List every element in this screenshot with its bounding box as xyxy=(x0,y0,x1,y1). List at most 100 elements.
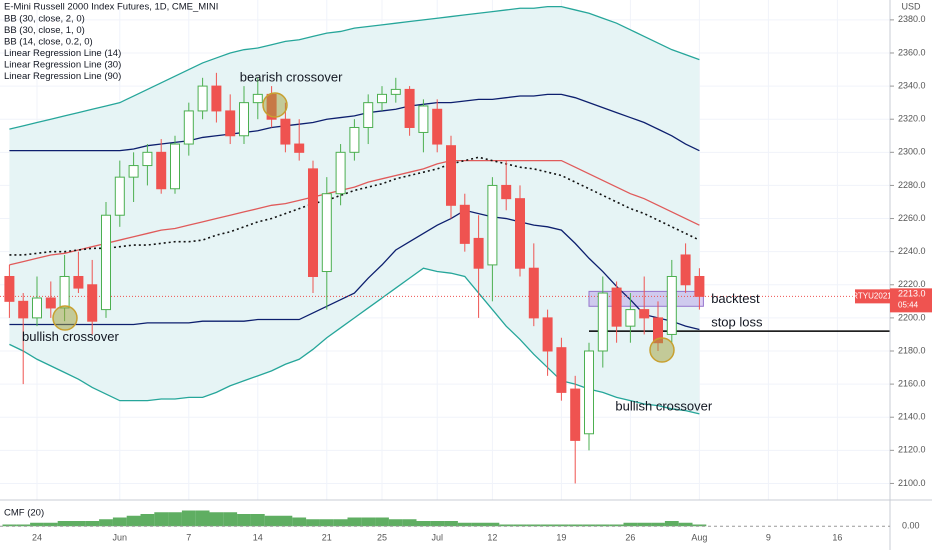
indicator-bar xyxy=(678,522,693,527)
indicator-bar xyxy=(375,517,389,527)
price-badge xyxy=(890,288,932,313)
currency: USD xyxy=(901,1,921,11)
legend-entry: BB (30, close, 1, 0) xyxy=(4,25,85,36)
indicator-bar xyxy=(444,521,458,527)
candle-body xyxy=(570,388,581,441)
candle-body xyxy=(349,126,360,153)
candle-body xyxy=(18,300,29,319)
x-tick-label: 25 xyxy=(377,532,387,542)
indicator-line xyxy=(9,5,700,130)
indicator-bar xyxy=(416,521,431,527)
indicator-bar xyxy=(2,524,17,527)
candle-body xyxy=(45,297,56,309)
annotation: bullish crossover xyxy=(22,329,119,344)
indicator-bar xyxy=(85,521,100,527)
candle-body xyxy=(73,275,84,289)
candle-body xyxy=(446,145,456,206)
crossover-marker xyxy=(262,92,288,118)
candle-body xyxy=(639,309,650,319)
candle-body xyxy=(32,297,42,319)
indicator-bar xyxy=(554,524,569,527)
indicator-bar xyxy=(388,519,403,527)
indicator-line xyxy=(9,159,700,266)
indicator-bar xyxy=(250,514,265,527)
indicator-bar xyxy=(237,514,251,527)
x-tick-label: 21 xyxy=(322,532,332,542)
candle-body xyxy=(625,309,636,327)
indicator-bar xyxy=(319,519,334,527)
candle-body xyxy=(584,350,594,435)
annotation: stop loss xyxy=(711,314,763,329)
candle-body xyxy=(459,204,470,244)
annotation: bullish crossover xyxy=(615,399,712,414)
candle-body xyxy=(87,284,98,322)
x-tick-label: 24 xyxy=(32,532,42,542)
candle-body xyxy=(694,275,705,297)
indicator-bar xyxy=(99,519,113,527)
indicator-bar xyxy=(623,522,638,527)
symbol-badge xyxy=(855,289,890,304)
indicator-bar xyxy=(513,524,527,527)
candle-body xyxy=(156,151,167,190)
indicator-bar xyxy=(430,521,445,527)
indicator-bar xyxy=(264,515,279,527)
candle-body xyxy=(597,292,608,352)
candle-body xyxy=(197,85,208,112)
y-tick-label: 2220.0 xyxy=(898,279,926,289)
y-tick-label: 2120.0 xyxy=(898,445,926,455)
y-tick-label: 2180.0 xyxy=(898,345,926,355)
candle-body xyxy=(211,85,222,112)
y-tick-label: 2240.0 xyxy=(898,246,926,256)
candle-body xyxy=(487,184,498,266)
candle-body xyxy=(225,110,236,137)
annotation: bearish crossover xyxy=(240,69,343,84)
indicator-bar xyxy=(195,510,210,527)
indicator-bar xyxy=(57,521,72,527)
y-tick-label: 2320.0 xyxy=(898,114,926,124)
indicator-bar xyxy=(209,512,224,527)
countdown: 05:44 xyxy=(898,300,919,309)
candle-body xyxy=(680,254,691,286)
y-tick-label: 2260.0 xyxy=(898,213,926,223)
y-tick-label: 2140.0 xyxy=(898,412,926,422)
candle-body xyxy=(473,237,484,269)
indicator-bar xyxy=(471,522,486,527)
candle-body xyxy=(101,214,111,311)
band-fill xyxy=(9,6,700,414)
candle-body xyxy=(528,267,539,319)
indicator-bar xyxy=(126,515,141,527)
indicator-bar xyxy=(43,522,58,527)
indicator-bar xyxy=(140,514,155,527)
candle-body xyxy=(239,102,249,137)
y-tick-label: 2360.0 xyxy=(898,47,926,57)
indicator-bar xyxy=(499,524,514,527)
indicator-bar xyxy=(485,522,500,527)
indicator-bar xyxy=(609,524,624,527)
candle-body xyxy=(321,193,332,273)
indicator-bar xyxy=(154,512,169,527)
x-tick-label: 9 xyxy=(766,532,771,542)
x-tick-label: Jul xyxy=(431,532,443,542)
y-tick-label: 2380.0 xyxy=(898,14,926,24)
indicator-bar xyxy=(568,524,583,527)
plot-area xyxy=(0,0,890,500)
candle-body xyxy=(611,287,622,327)
indicator-bar xyxy=(71,521,86,527)
indicator-bar xyxy=(347,517,362,527)
candle-body xyxy=(377,93,387,104)
indicator-line xyxy=(9,209,700,331)
y-tick-label: 2160.0 xyxy=(898,378,926,388)
indicator-bar xyxy=(651,522,665,527)
crossover-marker xyxy=(649,337,675,363)
candle-body xyxy=(418,105,429,133)
legend-entry: BB (30, close, 2, 0) xyxy=(4,14,85,25)
indicator-line xyxy=(9,156,700,256)
indicator-bar xyxy=(361,517,376,527)
candle-body xyxy=(4,275,15,302)
legend-entry: Linear Regression Line (30) xyxy=(4,60,121,71)
indicator-bar xyxy=(168,512,182,527)
candle-body xyxy=(335,151,346,195)
candle-body xyxy=(308,168,318,277)
legend-entry: Linear Regression Line (14) xyxy=(4,48,121,59)
